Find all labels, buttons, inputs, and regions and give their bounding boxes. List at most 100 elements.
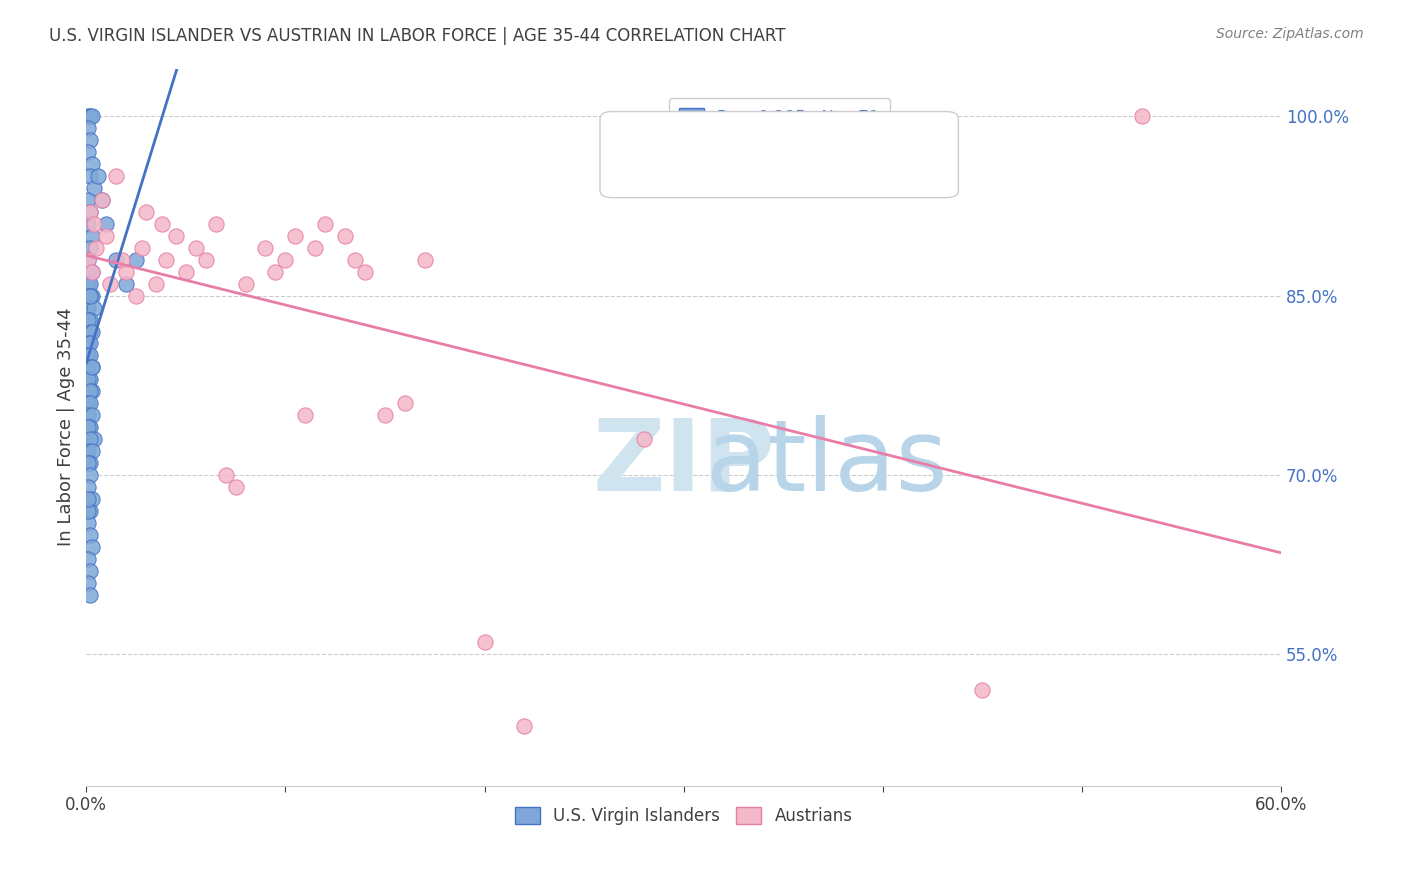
- Point: [111, 252, 134, 267]
- Point: [91, 193, 114, 207]
- Point: [135, 205, 157, 219]
- Point: [79, 587, 101, 601]
- Y-axis label: In Labor Force | Age 35-44: In Labor Force | Age 35-44: [58, 308, 75, 547]
- Point: [77, 217, 100, 231]
- Point: [79, 384, 101, 399]
- Point: [165, 228, 187, 243]
- Point: [82, 325, 104, 339]
- Point: [77, 456, 100, 470]
- Point: [83, 181, 105, 195]
- Point: [79, 205, 101, 219]
- Point: [79, 336, 101, 351]
- Text: Source: ZipAtlas.com: Source: ZipAtlas.com: [1216, 27, 1364, 41]
- Point: [82, 491, 104, 506]
- Point: [82, 228, 104, 243]
- Point: [77, 312, 100, 326]
- Point: [83, 301, 105, 315]
- Point: [125, 288, 148, 302]
- Point: [79, 288, 101, 302]
- Point: [77, 396, 100, 410]
- Point: [79, 432, 101, 446]
- Point: [83, 432, 105, 446]
- Point: [77, 193, 100, 207]
- Point: [145, 277, 167, 291]
- Point: [294, 408, 316, 422]
- Point: [82, 109, 104, 123]
- Point: [174, 265, 197, 279]
- Point: [96, 228, 118, 243]
- Text: U.S. VIRGIN ISLANDER VS AUSTRIAN IN LABOR FORCE | AGE 35-44 CORRELATION CHART: U.S. VIRGIN ISLANDER VS AUSTRIAN IN LABO…: [49, 27, 786, 45]
- Point: [77, 288, 100, 302]
- Point: [82, 444, 104, 458]
- Point: [79, 109, 101, 123]
- Point: [82, 384, 104, 399]
- Point: [413, 252, 436, 267]
- Point: [225, 480, 247, 494]
- Point: [79, 456, 101, 470]
- Point: [125, 252, 148, 267]
- Point: [82, 360, 104, 375]
- Point: [79, 504, 101, 518]
- Point: [82, 360, 104, 375]
- Point: [77, 301, 100, 315]
- Text: ZIP: ZIP: [592, 415, 775, 511]
- Point: [79, 288, 101, 302]
- Point: [77, 444, 100, 458]
- Point: [82, 265, 104, 279]
- Point: [513, 719, 536, 733]
- Point: [77, 109, 100, 123]
- Point: [77, 372, 100, 386]
- FancyBboxPatch shape: [600, 112, 959, 198]
- Point: [204, 217, 226, 231]
- Point: [79, 241, 101, 255]
- Point: [77, 145, 100, 160]
- Point: [194, 252, 217, 267]
- Point: [87, 169, 110, 183]
- Point: [215, 467, 238, 482]
- Point: [82, 540, 104, 554]
- Point: [77, 504, 100, 518]
- Point: [79, 325, 101, 339]
- Point: [274, 252, 297, 267]
- Point: [91, 193, 114, 207]
- Point: [77, 252, 100, 267]
- Point: [115, 265, 138, 279]
- Point: [82, 265, 104, 279]
- Point: [77, 348, 100, 362]
- Point: [1130, 109, 1153, 123]
- Point: [314, 217, 336, 231]
- Point: [77, 277, 100, 291]
- Point: [333, 228, 356, 243]
- Point: [84, 241, 107, 255]
- Point: [77, 408, 100, 422]
- Point: [96, 217, 118, 231]
- Point: [150, 217, 173, 231]
- Point: [98, 277, 121, 291]
- Point: [105, 169, 128, 183]
- Point: [79, 348, 101, 362]
- Point: [77, 516, 100, 530]
- Point: [77, 551, 100, 566]
- Point: [184, 241, 207, 255]
- Point: [972, 683, 994, 698]
- Point: [77, 252, 100, 267]
- Point: [374, 408, 396, 422]
- Point: [77, 336, 100, 351]
- Point: [304, 241, 326, 255]
- Point: [284, 228, 307, 243]
- Point: [633, 432, 655, 446]
- Point: [83, 217, 105, 231]
- Point: [235, 277, 257, 291]
- Point: [77, 491, 100, 506]
- Point: [264, 265, 287, 279]
- Point: [79, 527, 101, 541]
- Point: [77, 480, 100, 494]
- Point: [79, 420, 101, 434]
- Point: [131, 241, 153, 255]
- Point: [254, 241, 277, 255]
- Point: [82, 408, 104, 422]
- Point: [79, 205, 101, 219]
- Point: [79, 133, 101, 147]
- Point: [155, 252, 177, 267]
- Point: [354, 265, 377, 279]
